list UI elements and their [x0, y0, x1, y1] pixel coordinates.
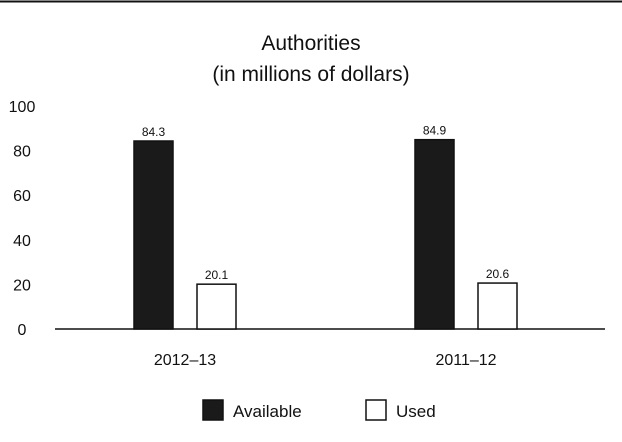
value-label: 84.3 [142, 125, 166, 139]
bars-group [133, 138, 518, 330]
y-tick-label: 80 [13, 144, 31, 161]
value-labels-group: 84.3 20.1 84.9 20.6 [142, 124, 510, 283]
value-label: 84.9 [423, 124, 447, 138]
legend-label-available: Available [233, 402, 302, 421]
value-label: 20.6 [486, 267, 510, 281]
legend-swatch-available [202, 399, 224, 421]
chart-title: Authorities [261, 32, 360, 55]
category-label: 2011–12 [435, 352, 496, 369]
y-axis-ticks: 0 20 40 60 80 100 [9, 99, 36, 339]
y-tick-label: 100 [9, 99, 36, 116]
legend-swatch-used [365, 399, 387, 421]
bar-available-1 [414, 138, 455, 330]
category-label: 2012–13 [154, 352, 216, 369]
bar-available-0 [133, 140, 174, 330]
value-label: 20.1 [205, 268, 229, 282]
bar-used-0 [196, 283, 237, 330]
y-tick-label: 60 [13, 188, 31, 205]
category-labels-group: 2012–13 2011–12 [154, 352, 497, 369]
legend: Available Used [202, 399, 436, 421]
bar-used-1 [477, 282, 518, 330]
y-tick-label: 40 [13, 233, 31, 250]
y-tick-label: 0 [18, 322, 27, 339]
chart-subtitle: (in millions of dollars) [212, 63, 409, 86]
legend-label-used: Used [396, 402, 436, 421]
y-tick-label: 20 [13, 277, 31, 294]
